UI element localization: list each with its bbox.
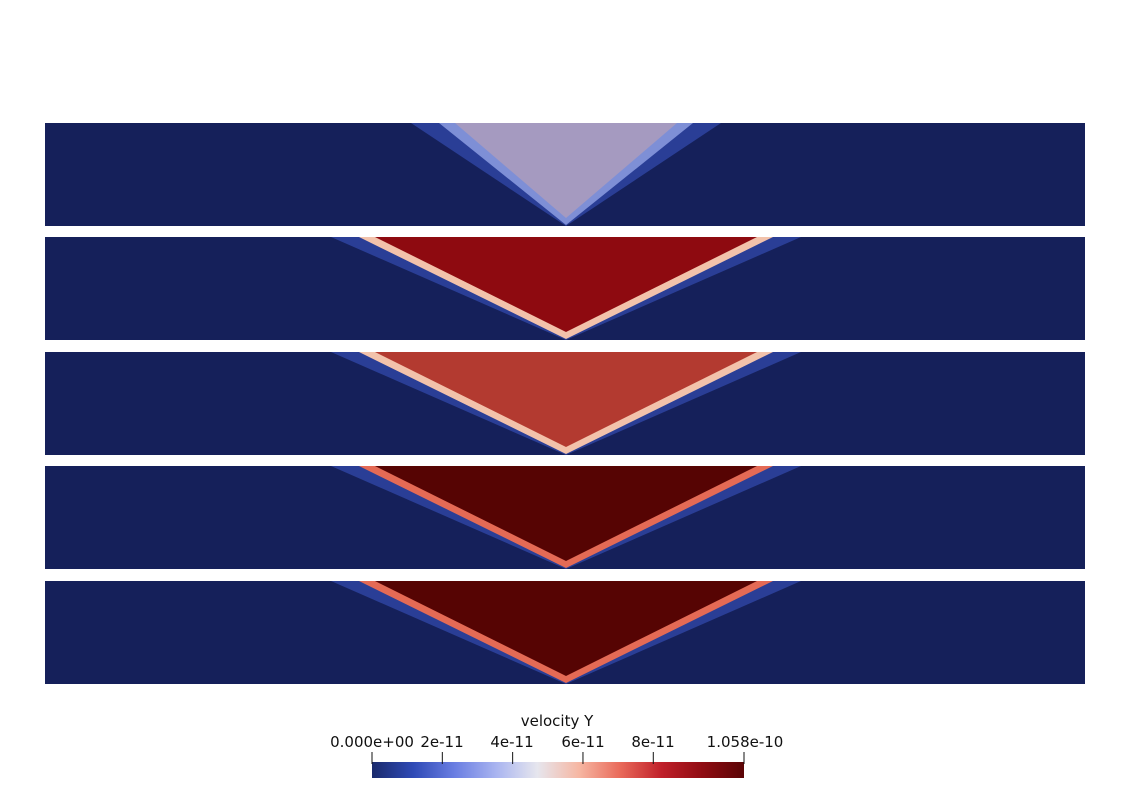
colorbar (371, 752, 745, 778)
panel-5 (45, 581, 1085, 684)
colorbar-tick-label-1: 2e-11 (420, 733, 464, 751)
panel-4 (45, 466, 1085, 569)
colorbar-title: velocity Y (520, 712, 594, 730)
colorbar-gradient (372, 762, 744, 778)
wedge-core (375, 466, 757, 561)
colorbar-tick-label-5: 1.058e-10 (706, 733, 784, 751)
wedge-core (455, 123, 677, 218)
panel-1 (45, 123, 1085, 226)
colorbar-tick-label-0: 0.000e+00 (330, 733, 414, 751)
colorbar-tick-label-4: 8e-11 (631, 733, 675, 751)
panel-2 (45, 237, 1085, 340)
panel-3 (45, 352, 1085, 455)
colorbar-tick-label-3: 6e-11 (561, 733, 605, 751)
wedge-core (375, 352, 757, 447)
colorbar-tick-label-2: 4e-11 (490, 733, 534, 751)
simulation-panels (45, 123, 1085, 684)
wedge-core (375, 237, 757, 332)
wedge-core (375, 581, 757, 676)
color-legend: velocity Y 0.000e+00 2e-11 4e-11 6e-11 8… (0, 700, 1130, 808)
